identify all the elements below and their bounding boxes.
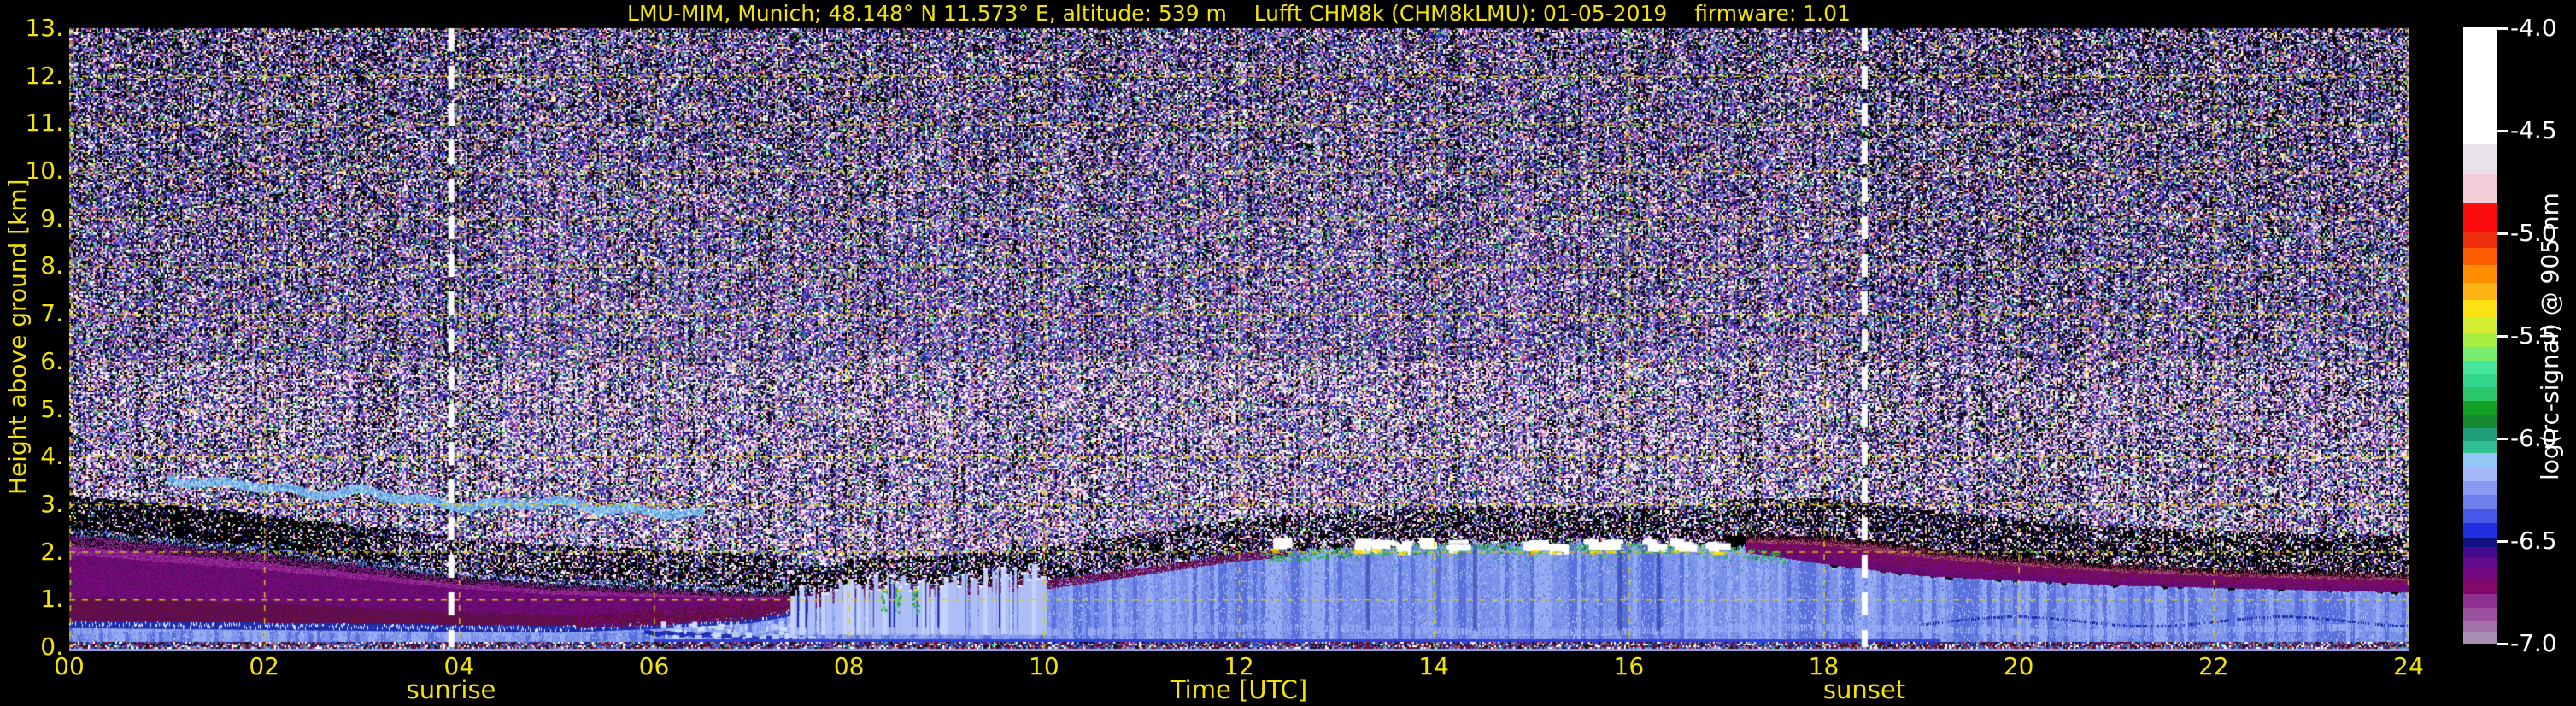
colorbar-segment [2463,414,2497,428]
backscatter-heatmap-canvas [69,26,2409,651]
sunset-label: sunset [1822,675,1906,704]
x-tick-label: 12 [1223,652,1254,680]
colorbar-tick-label: -5.5 [2510,321,2557,350]
x-tick-label: 24 [2393,652,2424,680]
colorbar-segment [2463,593,2497,608]
colorbar-tick-label: -6.0 [2510,424,2557,452]
colorbar-tick-mark [2497,438,2508,440]
colorbar-segment [2463,453,2497,468]
colorbar-segment [2463,480,2497,496]
colorbar-segment [2463,580,2497,594]
colorbar-tick-label: -4.5 [2510,116,2557,144]
colorbar-segment [2463,300,2497,318]
colorbar-segment [2463,537,2497,548]
figure-title: LMU-MIM, Munich; 48.148° N 11.573° E, al… [627,1,1851,26]
y-tick-label: 8. [40,251,63,280]
colorbar-tick-label: -4.0 [2510,14,2557,42]
y-tick-label: 1. [40,585,63,614]
colorbar-segment [2463,27,2497,144]
x-tick-label: 10 [1029,652,1059,680]
y-tick-label: 10. [25,156,63,185]
y-tick-label: 0. [40,632,63,661]
colorbar-segment [2463,567,2497,581]
x-tick-label: 20 [2003,652,2034,680]
colorbar-segment [2463,282,2497,301]
y-tick-label: 6. [40,346,63,375]
x-tick-label: 14 [1418,652,1449,680]
sunrise-label: sunrise [406,675,496,704]
x-tick-label: 18 [1808,652,1840,680]
y-tick-label: 9. [40,203,63,232]
x-axis-title: Time [UTC] [1170,675,1308,704]
colorbar-tick-label: -5.0 [2510,219,2557,247]
x-tick-label: 04 [443,652,475,680]
x-tick-label: 22 [2198,652,2229,680]
colorbar-segment [2463,144,2497,174]
x-tick-label: 16 [1613,652,1645,680]
colorbar-segment [2463,347,2497,361]
colorbar-tick-label: -6.5 [2510,527,2557,555]
colorbar-tick-mark [2497,130,2508,132]
colorbar-segment [2463,523,2497,538]
y-tick-label: 12. [25,61,63,90]
colorbar-segment [2463,556,2497,568]
colorbar-segment [2463,632,2497,644]
y-tick-label: 11. [25,109,63,138]
colorbar-segment [2463,607,2497,621]
y-tick-label: 4. [40,442,63,471]
colorbar-tick-mark [2497,643,2508,645]
colorbar-segment [2463,247,2497,266]
colorbar-segment [2463,427,2497,442]
colorbar-segment [2463,547,2497,557]
x-tick-label: 08 [833,652,865,680]
x-tick-label: 00 [54,652,85,680]
colorbar-tick-mark [2497,540,2508,543]
colorbar-tick-mark [2497,27,2508,30]
colorbar-segment [2463,509,2497,524]
colorbar-segment [2463,333,2497,348]
colorbar-segment [2463,621,2497,633]
colorbar-segment [2463,495,2497,509]
colorbar-segment [2463,374,2497,388]
y-tick-label: 2. [40,537,63,566]
colorbar-tick-mark [2497,335,2508,338]
colorbar-segment [2463,318,2497,334]
y-tick-label: 5. [40,394,63,423]
colorbar-segment [2463,174,2497,203]
colorbar-segment [2463,441,2497,454]
colorbar-tick-mark [2497,232,2508,235]
colorbar-segment [2463,265,2497,283]
colorbar-segment [2463,387,2497,402]
colorbar-segment [2463,360,2497,374]
y-tick-label: 7. [40,299,63,328]
colorbar-segment [2463,401,2497,415]
x-tick-label: 06 [638,652,670,680]
colorbar-segment [2463,467,2497,481]
y-tick-label: 13. [25,14,63,42]
colorbar-segment [2463,232,2497,248]
y-tick-label: 3. [40,489,63,518]
x-tick-label: 02 [249,652,279,680]
colorbar-tick-label: -7.0 [2510,629,2557,657]
colorbar-segment [2463,203,2497,232]
colorbar [2463,27,2497,644]
